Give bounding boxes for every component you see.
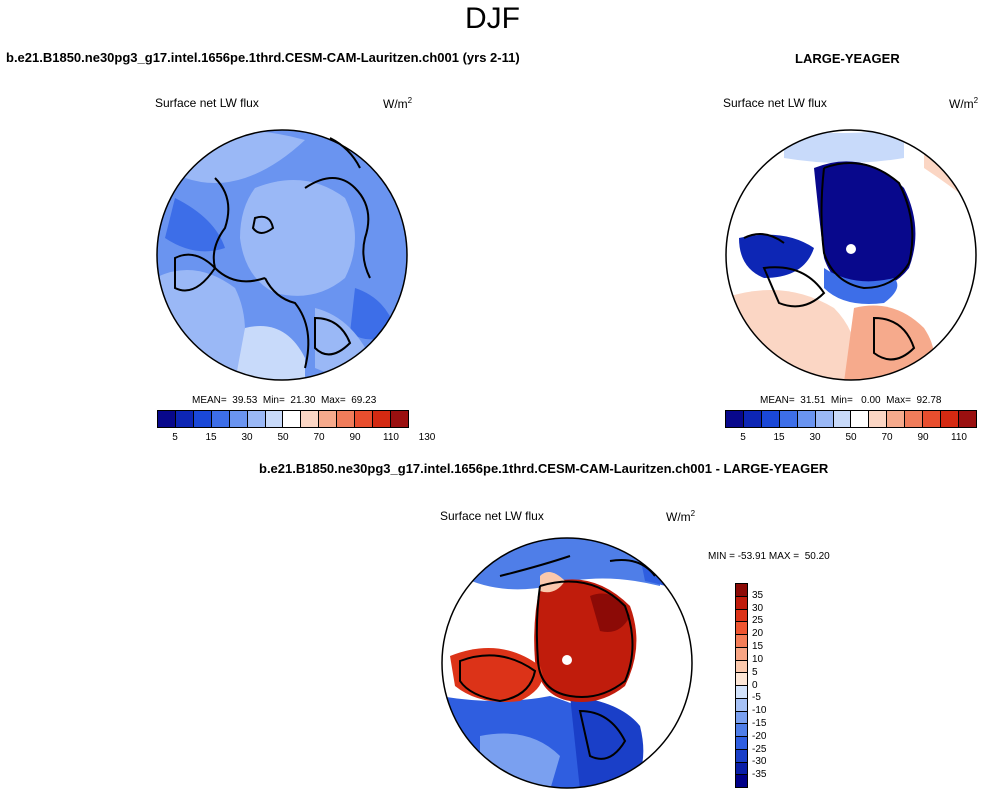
colorbar-swatch — [779, 411, 798, 427]
colorbar-swatch — [869, 411, 888, 427]
colorbar-swatch — [833, 411, 852, 427]
colorbar-tick-label: 90 — [917, 432, 929, 443]
colorbar-tick-label: 30 — [752, 602, 764, 614]
colorbar-swatch — [736, 673, 747, 686]
colorbar-swatch — [941, 411, 959, 427]
colorbar-swatch — [247, 411, 266, 427]
reference-title: LARGE-YEAGER — [795, 51, 900, 66]
colorbar-swatch — [211, 411, 230, 427]
colorbar-swatch — [743, 411, 762, 427]
season-title: DJF — [465, 2, 520, 35]
ref-polar-map — [725, 129, 977, 381]
case-polar-map — [156, 129, 408, 381]
colorbar-tick-label: -35 — [752, 769, 767, 781]
colorbar-tick-label: 35 — [752, 589, 764, 601]
colorbar-swatch — [736, 635, 747, 648]
colorbar-swatch — [736, 749, 747, 763]
colorbar-swatch — [337, 411, 356, 427]
colorbar-tick-label: -15 — [752, 717, 767, 729]
colorbar-swatch — [736, 647, 747, 661]
diff-variable-label: Surface net LW flux — [440, 509, 544, 523]
colorbar-swatch — [319, 411, 338, 427]
colorbar-tick-label: 5 — [752, 666, 758, 678]
colorbar-swatch — [736, 737, 747, 750]
colorbar-swatch — [923, 411, 942, 427]
colorbar-tick-label: 0 — [752, 679, 758, 691]
colorbar-swatch — [355, 411, 374, 427]
colorbar-swatch — [736, 775, 747, 787]
colorbar-swatch — [158, 411, 176, 427]
colorbar-swatch — [175, 411, 194, 427]
colorbar-tick-label: 5 — [740, 432, 746, 443]
colorbar-swatch — [958, 411, 976, 427]
colorbar-tick-label: 70 — [881, 432, 893, 443]
colorbar-tick-label: 30 — [809, 432, 821, 443]
case-units-label: W/m2 — [383, 96, 413, 111]
colorbar-tick-label: -20 — [752, 730, 767, 742]
colorbar-tick-label: -10 — [752, 705, 767, 717]
colorbar-swatch — [736, 596, 747, 610]
colorbar-tick-label: -5 — [752, 692, 761, 704]
case-variable-label: Surface net LW flux — [155, 96, 259, 110]
colorbar-tick-label: 15 — [773, 432, 785, 443]
colorbar-swatch — [193, 411, 212, 427]
colorbar-tick-label: 50 — [845, 432, 857, 443]
colorbar-tick-label: 110 — [383, 432, 399, 443]
colorbar-swatch — [265, 411, 284, 427]
colorbar-swatch — [905, 411, 924, 427]
colorbar-swatch — [761, 411, 780, 427]
colorbar-swatch — [301, 411, 320, 427]
case-title: b.e21.B1850.ne30pg3_g17.intel.1656pe.1th… — [6, 50, 520, 65]
colorbar-swatch — [736, 762, 747, 776]
colorbar-tick-label: 20 — [752, 628, 764, 640]
colorbar-swatch — [390, 411, 408, 427]
ref-stats: MEAN= 31.51 Min= 0.00 Max= 92.78 — [760, 395, 942, 406]
colorbar-swatch — [736, 698, 747, 712]
case-colorbar-ticks: 5 15 30 50 70 90 110 130 — [157, 432, 435, 444]
diff-colorbar — [735, 583, 748, 788]
diff-units-label: W/m2 — [666, 509, 696, 524]
colorbar-swatch — [373, 411, 391, 427]
diff-stats: MIN = -53.91 MAX = 50.20 — [708, 551, 830, 562]
colorbar-tick-label: 5 — [172, 432, 178, 443]
colorbar-tick-label: 90 — [349, 432, 361, 443]
colorbar-swatch — [851, 411, 870, 427]
colorbar-swatch — [736, 609, 747, 623]
colorbar-swatch — [726, 411, 744, 427]
colorbar-tick-label: 30 — [241, 432, 253, 443]
colorbar-swatch — [736, 660, 747, 674]
colorbar-swatch — [797, 411, 816, 427]
colorbar-swatch — [736, 686, 747, 699]
colorbar-swatch — [815, 411, 834, 427]
case-colorbar — [157, 410, 409, 428]
difference-title: b.e21.B1850.ne30pg3_g17.intel.1656pe.1th… — [259, 461, 829, 476]
ref-variable-label: Surface net LW flux — [723, 96, 827, 110]
colorbar-swatch — [283, 411, 302, 427]
colorbar-tick-label: 70 — [313, 432, 325, 443]
case-stats: MEAN= 39.53 Min= 21.30 Max= 69.23 — [192, 395, 377, 406]
colorbar-tick-label: 110 — [951, 432, 967, 443]
colorbar-tick-label: -30 — [752, 756, 767, 768]
colorbar-swatch — [736, 622, 747, 635]
colorbar-swatch — [229, 411, 248, 427]
colorbar-tick-label: 15 — [752, 641, 764, 653]
colorbar-swatch — [736, 584, 747, 597]
ref-units-label: W/m2 — [949, 96, 979, 111]
diff-polar-map — [441, 537, 693, 789]
colorbar-swatch — [736, 724, 747, 737]
colorbar-tick-label: 50 — [277, 432, 289, 443]
colorbar-tick-label: 130 — [418, 432, 436, 443]
colorbar-tick-label: -25 — [752, 743, 767, 755]
colorbar-tick-label: 25 — [752, 615, 764, 627]
colorbar-tick-label: 10 — [752, 653, 764, 665]
colorbar-tick-label: 15 — [205, 432, 217, 443]
colorbar-swatch — [736, 711, 747, 725]
ref-colorbar — [725, 410, 977, 428]
colorbar-swatch — [887, 411, 906, 427]
